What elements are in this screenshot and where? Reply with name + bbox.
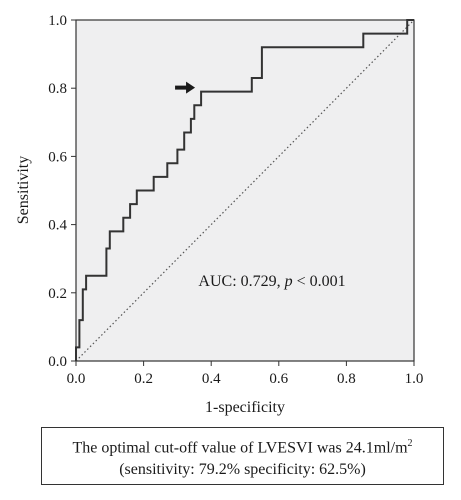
y-axis-label: Sensitivity [15,156,32,224]
y-tick-label: 1.0 [48,13,67,29]
p-value: < 0.001 [293,273,346,290]
roc-chart: 0.0 0.2 0.4 0.6 0.8 1.0 0.0 0.2 0.4 0.6 0.8 1.0 AU… [15,13,424,416]
x-tick-label: 0.4 [202,371,221,387]
caption-line-2: (sensitivity: 79.2% specificity: 62.5%) [119,461,366,479]
x-tick-label: 0.6 [269,371,288,387]
x-tick-label: 1.0 [405,371,424,387]
y-tick-label: 0.8 [48,81,67,97]
x-tick-label: 0.2 [134,371,153,387]
optimal-point-arrow [175,81,196,94]
cutoff-caption: The optimal cut-off value of LVESVI was … [41,427,444,485]
y-tick-label: 0.2 [48,286,67,302]
roc-curve [75,19,414,361]
roc-line [75,19,414,361]
y-axis-ticks: 0.0 0.2 0.4 0.6 0.8 1.0 [48,13,76,370]
y-tick-label: 0.0 [48,354,67,370]
reference-line [75,19,415,362]
caption-line-1-text: The optimal cut-off value of LVESVI was … [72,439,408,457]
y-tick-label: 0.4 [48,218,67,234]
x-axis-ticks: 0.0 0.2 0.4 0.6 0.8 1.0 [67,361,424,387]
arrow-head [186,81,196,94]
x-tick-label: 0.0 [67,371,86,387]
p-symbol: p [284,273,293,290]
caption-line-1: The optimal cut-off value of LVESVI was … [42,433,443,459]
y-tick-label: 0.6 [48,149,67,165]
auc-label: AUC: 0.729, [198,273,284,290]
x-tick-label: 0.8 [337,371,356,387]
reference-diagonal [75,19,415,362]
x-axis-label: 1-specificity [205,399,285,416]
caption-superscript: 2 [407,438,413,449]
auc-annotation: AUC: 0.729, p < 0.001 [198,273,345,290]
